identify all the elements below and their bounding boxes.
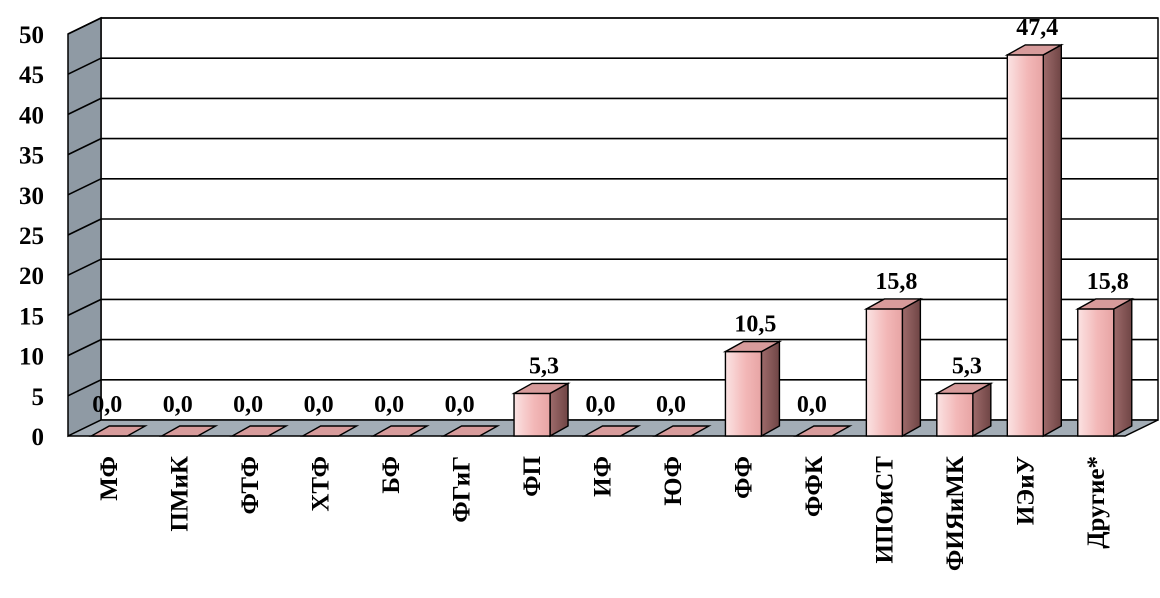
data-labels: 0,0 0,0 0,0 0,0 0,0 0,0 5,3 0,0 0,0 10,5 0,0 15,8 5,… [92,15,1129,418]
bar [934,382,994,438]
bar-top [652,425,712,437]
data-label: 5,3 [529,353,559,379]
data-label: 5,3 [952,353,982,379]
side-gridline [67,17,102,35]
x-tick-label: МФ [96,456,123,501]
side-gridline [67,338,102,357]
bar-top [581,425,642,437]
bar-front [1006,54,1044,437]
y-tick-label: 40 [19,102,44,129]
data-label: 47,4 [1016,15,1058,41]
side-gridline [67,137,102,156]
bars [88,43,1135,438]
bar-side [901,297,922,438]
data-label: 0,0 [163,392,193,418]
y-axis: 0 5 10 15 20 25 30 35 40 45 50 [19,22,44,451]
bar [158,425,219,437]
y-tick-label: 10 [19,344,44,371]
side-gridline [67,57,102,75]
x-tick-label: ХТФ [308,456,335,512]
y-tick-label: 35 [19,143,44,170]
bar-top [1075,298,1135,310]
bar-front [1077,308,1115,437]
y-tick-label: 15 [19,303,44,330]
x-tick-label: ЮФ [660,456,687,506]
bar-top [722,340,783,353]
data-label: 0,0 [92,392,122,418]
side-gridline [67,258,102,276]
bar [511,382,571,438]
x-tick-label: ФИЯиМК [942,456,969,571]
bar [1075,297,1135,438]
bar-top [934,382,994,395]
side-gridline [67,97,102,116]
bar-front [513,392,551,437]
side-gridline [67,218,102,236]
bar-front [936,392,974,437]
y-tick-label: 20 [19,263,44,290]
data-label: 15,8 [875,269,917,295]
bar [652,425,712,437]
bar-top [299,425,360,437]
x-tick-label: ФФК [801,456,828,517]
x-tick-label: ФП [519,456,546,497]
bar [581,425,642,437]
side-gridline [67,298,102,317]
x-tick-label: БФ [378,456,405,494]
data-label: 0,0 [233,392,263,418]
bar [88,425,148,437]
bar [440,425,501,437]
x-tick-label: ИЭиУ [1012,456,1039,525]
bar-top [229,425,289,437]
bar [370,425,430,437]
bar-side [760,340,781,438]
x-tick-label: ФТФ [237,456,264,514]
bar [1004,43,1065,438]
x-tick-label: ФФ [730,456,757,499]
x-tick-label: Другие* [1083,456,1110,549]
data-label: 0,0 [374,392,404,418]
bar-top [158,425,219,437]
bar-top [88,425,148,437]
bar [229,425,289,437]
side-gridline [67,178,102,196]
data-label: 0,0 [304,392,334,418]
data-label: 0,0 [586,392,616,418]
chart-walls [67,16,1159,438]
bar [722,340,783,438]
side-gridline [67,379,102,397]
bar-top [370,425,430,437]
x-tick-label: ИФ [590,456,617,497]
data-label: 0,0 [797,392,827,418]
bar-top [1004,44,1065,56]
x-tick-label: ПМиК [167,456,194,532]
data-label: 10,5 [734,312,776,338]
x-tick-label: ФГиГ [449,456,476,523]
bar [299,425,360,437]
bar-top [440,425,501,437]
x-tick-label: ИПОиСТ [871,456,898,564]
x-axis: МФ ПМиК ФТФ ХТФ БФ ФГиГ ФП ИФ ЮФ ФФ ФФК ИПОиСТ ФИЯиМ… [96,456,1110,571]
bar-top [793,425,853,437]
y-tick-label: 50 [19,22,44,49]
y-tick-label: 25 [19,223,44,250]
bar [793,425,853,437]
y-tick-label: 45 [19,62,44,89]
y-tick-label: 0 [32,424,45,451]
bar-top [863,298,924,310]
data-label: 15,8 [1087,269,1129,295]
bar-front [724,350,763,437]
data-label: 0,0 [445,392,475,418]
bar [863,297,924,438]
bar-side [1042,43,1063,438]
data-label: 0,0 [656,392,686,418]
y-tick-label: 5 [32,384,45,411]
bar-top [511,382,571,395]
gridlines [67,17,1158,397]
bar-side [1113,297,1133,438]
bar-front [865,308,904,437]
y-tick-label: 30 [19,183,44,210]
